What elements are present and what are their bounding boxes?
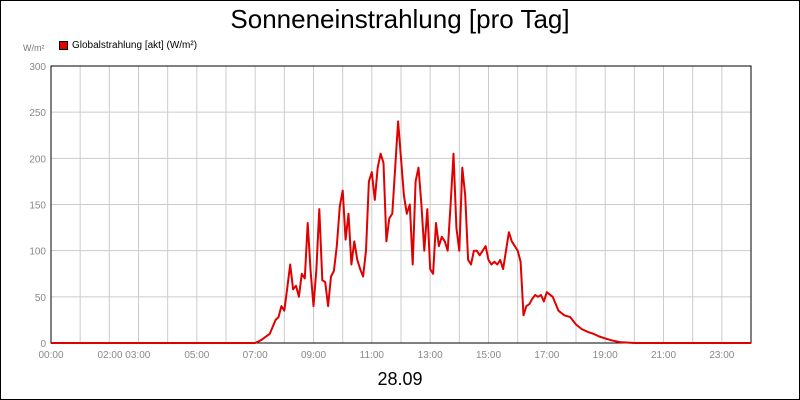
y-tick-label: 50 [35, 293, 47, 304]
x-tick-label: 02:00 03:00 [98, 350, 151, 361]
y-axis-unit-label: W/m² [23, 43, 45, 53]
chart-legend: Globalstrahlung [akt] (W/m²) [59, 40, 197, 51]
x-tick-label: 11:00 [360, 350, 385, 361]
y-tick-label: 100 [29, 247, 46, 258]
x-tick-label: 13:00 [418, 350, 443, 361]
y-tick-label: 250 [29, 108, 46, 119]
x-tick-label: 00:00 [38, 350, 63, 361]
x-tick-label: 15:00 [476, 350, 501, 361]
y-tick-label: 300 [29, 62, 46, 73]
x-tick-label: 21:00 [651, 350, 676, 361]
x-tick-label: 17:00 [534, 350, 559, 361]
x-tick-label: 07:00 [243, 350, 268, 361]
x-tick-label: 05:00 [184, 350, 209, 361]
y-tick-label: 200 [29, 154, 46, 165]
legend-swatch [59, 41, 68, 50]
plot-area-border [50, 65, 752, 344]
x-tick-label: 09:00 [301, 350, 326, 361]
legend-label: Globalstrahlung [akt] (W/m²) [72, 40, 198, 51]
x-tick-label: 19:00 [593, 350, 618, 361]
x-tick-label: 23:00 [709, 350, 734, 361]
y-tick-label: 0 [40, 339, 46, 350]
series-line-globalstrahlung [51, 120, 751, 344]
y-tick-label: 150 [29, 201, 46, 212]
chart-title: Sonneneinstrahlung [pro Tag] [230, 4, 570, 34]
date-label: 28.09 [377, 369, 423, 389]
